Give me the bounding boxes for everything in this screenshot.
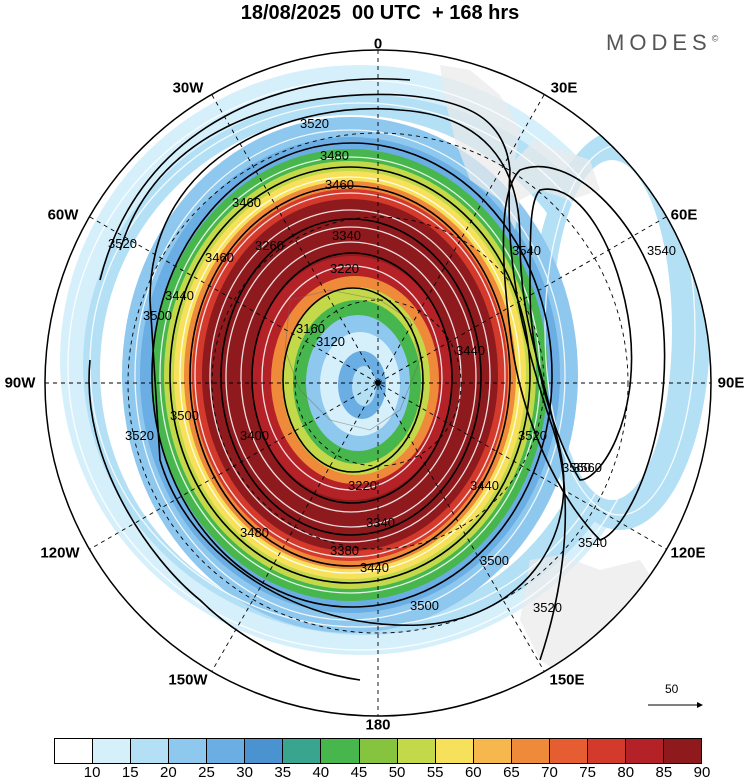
contour-label: 3260 — [255, 238, 284, 253]
colorbar-swatch — [397, 739, 436, 763]
lon-label-30w: 30W — [172, 79, 204, 97]
lon-label-120e: 120E — [670, 544, 706, 562]
contour-label: 3520 — [518, 428, 547, 443]
colorbar-swatch — [283, 739, 322, 763]
contour-label: 3480 — [320, 148, 349, 163]
page-title: 18/08/2025 00 UTC + 168 hrs — [240, 2, 520, 24]
contour-label: 3560 — [573, 460, 602, 475]
brand-name: MODES — [606, 30, 712, 55]
contour-label: 3440 — [456, 343, 485, 358]
lon-label-150w: 150W — [168, 671, 208, 689]
contour-label: 3120 — [316, 334, 345, 349]
lon-label-30e: 30E — [550, 79, 578, 97]
contour-label: 3160 — [296, 321, 325, 336]
map-boundary — [44, 49, 712, 717]
colorbar-tick-label: 25 — [198, 764, 215, 781]
colorbar — [54, 738, 702, 764]
colorbar-swatch — [55, 739, 94, 763]
contour-label: 3540 — [512, 243, 541, 258]
contour-label: 3380 — [330, 543, 359, 558]
brand-mark: © — [711, 33, 719, 44]
brand-logo: MODES© — [606, 30, 718, 56]
contour-label: 3460 — [232, 195, 261, 210]
colorbar-swatch — [473, 739, 512, 763]
colorbar-tick-label: 60 — [464, 764, 482, 781]
contour-label: 3340 — [332, 228, 361, 243]
colorbar-tick-label: 75 — [579, 764, 596, 781]
colorbar-tick-label: 20 — [160, 764, 177, 781]
contour-label: 3220 — [348, 478, 377, 493]
colorbar-tick-label: 35 — [274, 764, 292, 781]
colorbar-swatch — [131, 739, 170, 763]
colorbar-swatch — [511, 739, 550, 763]
colorbar-tick-label: 45 — [350, 764, 368, 781]
colorbar-tick-label: 80 — [617, 764, 635, 781]
colorbar-tick-label: 50 — [388, 764, 406, 781]
lon-label-120w: 120W — [40, 544, 80, 562]
contour-label: 3500 — [170, 408, 199, 423]
contour-label: 3220 — [330, 261, 359, 276]
contour-label: 3400 — [240, 428, 269, 443]
contour-label: 3520 — [125, 428, 154, 443]
colorbar-swatch — [93, 739, 132, 763]
colorbar-swatch — [207, 739, 246, 763]
colorbar-tick-label: 85 — [655, 764, 673, 781]
colorbar-swatch — [359, 739, 398, 763]
contour-label: 3340 — [366, 515, 395, 530]
colorbar-tick-label: 65 — [503, 764, 520, 781]
contour-label: 3520 — [300, 116, 329, 131]
contour-label-group: 3520 3460 3460 3460 3340 3260 3220 3160 … — [108, 116, 676, 615]
contour-label: 3520 — [108, 236, 137, 251]
contour-label: 3440 — [470, 478, 499, 493]
colorbar-swatch — [549, 739, 588, 763]
colorbar-tick-label: 30 — [236, 764, 253, 781]
colorbar-tick-label: 10 — [83, 764, 101, 781]
colorbar-swatch — [435, 739, 474, 763]
pole-marker — [375, 380, 381, 386]
lon-label-90e: 90E — [717, 374, 745, 392]
height-contours — [88, 77, 666, 681]
colorbar-swatch — [587, 739, 626, 763]
contour-label: 3500 — [480, 553, 509, 568]
colorbar-tick-label: 15 — [121, 764, 139, 781]
colorbar-ticks: 10 15 20 25 30 35 40 45 50 55 60 65 70 75 80 85 90 — [54, 764, 711, 782]
wind-speed-shading — [45, 50, 711, 716]
contour-label: 3540 — [578, 535, 607, 550]
contour-label: 3460 — [325, 177, 354, 192]
colorbar-tick-label: 90 — [693, 764, 711, 781]
colorbar-swatch — [664, 739, 702, 763]
contour-label: 3520 — [533, 600, 562, 615]
colorbar-swatch — [321, 739, 360, 763]
lon-label-0: 0 — [373, 35, 383, 53]
contour-label: 3500 — [410, 598, 439, 613]
colorbar-swatch — [245, 739, 284, 763]
colorbar-tick-label: 40 — [312, 764, 330, 781]
lon-label-180: 180 — [365, 716, 391, 734]
contour-label: 3460 — [205, 250, 234, 265]
lon-label-90w: 90W — [4, 374, 36, 392]
lon-label-60e: 60E — [670, 206, 698, 224]
contour-label: 3440 — [360, 560, 389, 575]
lon-label-60w: 60W — [47, 206, 79, 224]
contour-label: 3480 — [240, 525, 269, 540]
contour-label: 3540 — [647, 243, 676, 258]
colorbar-swatch — [625, 739, 664, 763]
reference-vector-label: 50 — [665, 682, 679, 696]
colorbar-tick-label: 70 — [541, 764, 558, 781]
contour-label: 3560 — [562, 460, 591, 475]
colorbar-swatch — [169, 739, 208, 763]
colorbar-tick-label: 55 — [426, 764, 444, 781]
graticule — [45, 50, 711, 716]
lon-label-150e: 150E — [549, 671, 585, 689]
contour-label: 3500 — [143, 308, 172, 323]
contour-label: 3440 — [165, 288, 194, 303]
